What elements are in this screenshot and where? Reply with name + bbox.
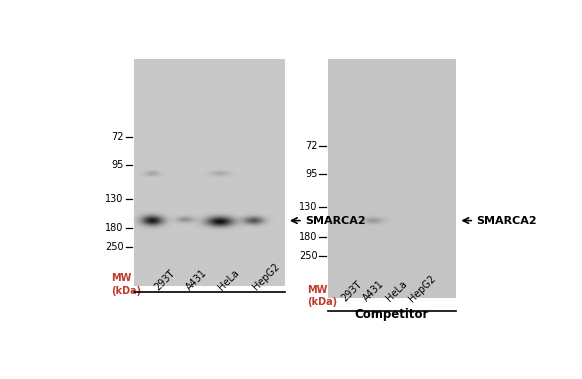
Text: SMARCA2: SMARCA2	[477, 216, 537, 226]
Text: 130: 130	[299, 202, 318, 213]
Text: A431: A431	[184, 267, 210, 292]
Text: HeLa: HeLa	[216, 268, 241, 292]
Text: MW
(kDa): MW (kDa)	[111, 273, 141, 296]
Text: 130: 130	[105, 194, 124, 204]
Text: Competitor: Competitor	[354, 308, 429, 321]
Text: 95: 95	[306, 169, 318, 179]
Text: 293T: 293T	[340, 279, 364, 304]
Text: 72: 72	[111, 132, 124, 143]
Text: A431: A431	[361, 279, 386, 304]
Text: 72: 72	[305, 141, 318, 151]
Text: SMARCA2: SMARCA2	[305, 216, 365, 226]
Text: 293T: 293T	[153, 268, 178, 292]
Text: 250: 250	[105, 242, 124, 252]
Text: MW
(kDa): MW (kDa)	[307, 285, 338, 307]
Text: 180: 180	[105, 223, 124, 233]
Bar	[328, 59, 456, 298]
Text: HepG2: HepG2	[406, 273, 437, 304]
Text: 180: 180	[299, 232, 318, 242]
Bar	[134, 59, 285, 286]
Text: HepG2: HepG2	[251, 262, 282, 292]
Text: 95: 95	[111, 160, 124, 170]
Text: HeLa: HeLa	[384, 279, 409, 304]
Text: 250: 250	[299, 251, 318, 261]
